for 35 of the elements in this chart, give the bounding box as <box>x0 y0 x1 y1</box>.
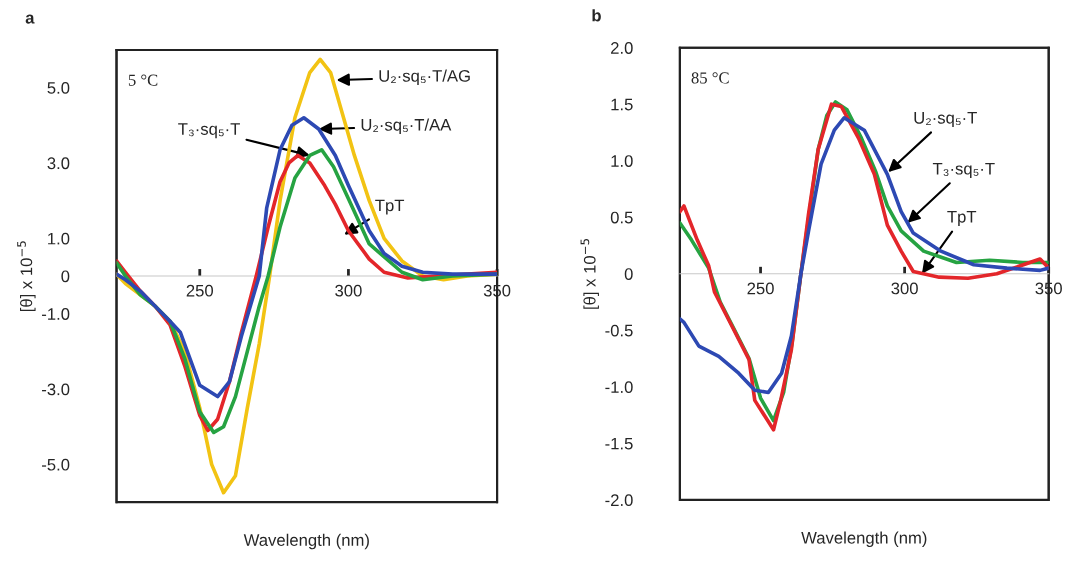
annotation: TpT <box>947 211 977 226</box>
chart-title: b <box>592 9 601 22</box>
annotation: 85 °C <box>691 72 729 84</box>
y-tick-label: -1.5 <box>605 437 633 450</box>
y-tick-label: 1.5 <box>611 98 633 111</box>
y-tick-label: 0 <box>624 268 633 280</box>
annotation: U₂·sq₅·T/AG <box>379 69 470 86</box>
y-tick-label: 0 <box>61 270 70 283</box>
y-tick-label: 3.0 <box>47 157 70 170</box>
annotation: TpT <box>375 199 405 215</box>
x-tick-label: 300 <box>335 284 362 297</box>
y-tick-label: 1.0 <box>48 232 70 245</box>
x-axis-title: Wavelength (nm) <box>801 531 927 548</box>
y-tick-label: -5.0 <box>42 458 70 471</box>
chart-title: a <box>25 14 35 24</box>
annotation: U₂·sq₅·T <box>914 112 977 128</box>
y-tick-label: -1.0 <box>605 381 633 394</box>
y-axis-title: [θ] x 10$^{−5}$ <box>17 241 36 312</box>
x-axis-title: Wavelength (nm) <box>243 533 369 550</box>
y-tick-label: 2.0 <box>611 42 633 54</box>
annotation: U₂·sq₅·T/AA <box>361 118 452 135</box>
y-tick-label: 0.5 <box>610 211 633 224</box>
x-tick-label: 250 <box>186 284 214 297</box>
annotation: T₃·sq₅·T <box>932 162 995 178</box>
x-tick-label: 250 <box>747 282 774 295</box>
y-tick-label: 1.0 <box>611 155 633 167</box>
annotation: T₃·sq₅·T <box>178 123 240 139</box>
y-tick-label: 5.0 <box>47 82 70 94</box>
y-tick-label: -1.0 <box>42 308 70 320</box>
annotation: 5 °C <box>128 74 158 86</box>
y-tick-label: -2.0 <box>605 494 633 507</box>
y-tick-label: -0.5 <box>605 324 633 337</box>
y-axis-title: [θ] x 10$^{−5}$ <box>580 239 599 309</box>
y-tick-label: -3.0 <box>42 383 70 396</box>
x-tick-label: 300 <box>891 282 918 295</box>
